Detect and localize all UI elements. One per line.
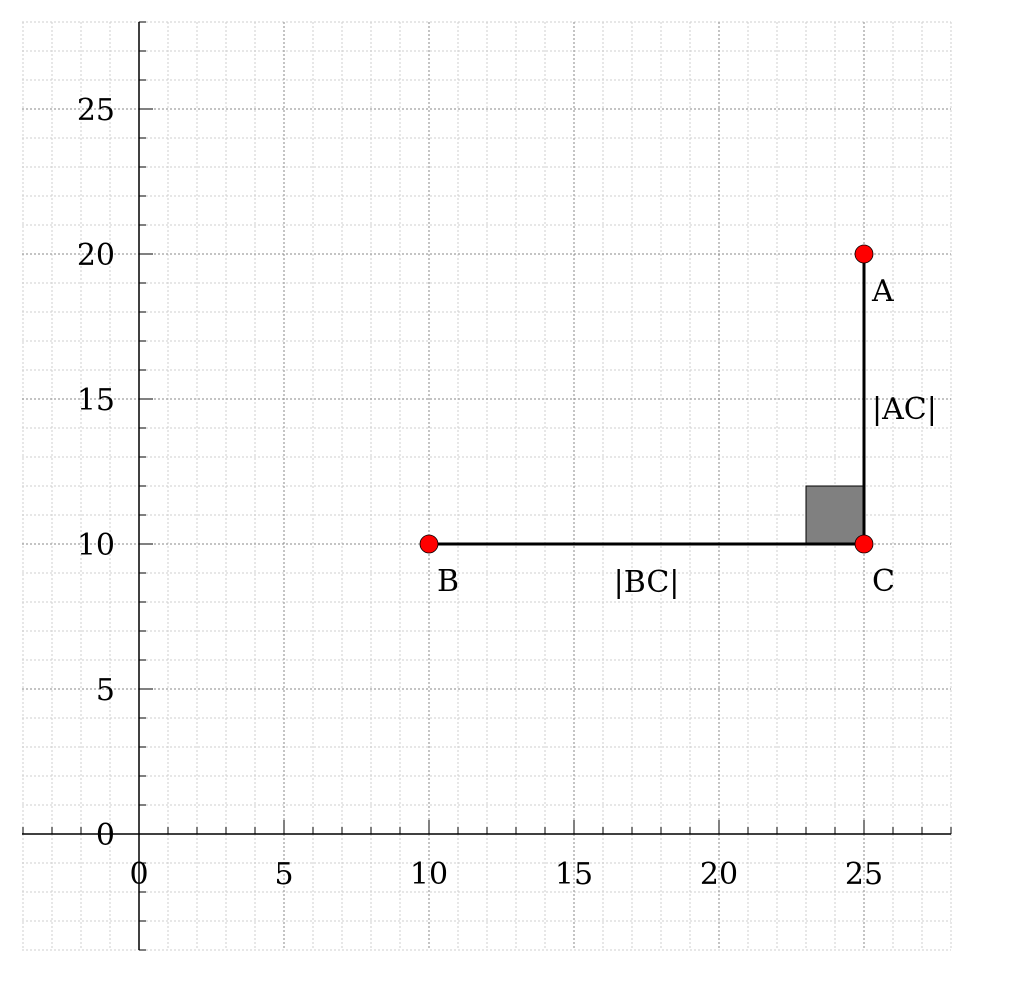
point-label-c: C [872, 564, 895, 599]
y-tick-label-0: 0 [96, 818, 115, 853]
y-tick-label-20: 20 [77, 238, 115, 273]
point-b[interactable] [419, 534, 439, 554]
y-tick-labels: 0 5 10 15 20 25 [77, 93, 115, 853]
right-angle-marker [805, 485, 865, 545]
x-tick-label-10: 10 [410, 857, 448, 892]
x-tick-labels: 0 5 10 15 20 25 [129, 857, 883, 892]
point-label-b: B [437, 564, 459, 599]
y-tick-label-10: 10 [77, 528, 115, 563]
segment-label-bc: |BC| [614, 565, 680, 600]
x-tick-label-0: 0 [129, 857, 148, 892]
x-tick-label-25: 25 [845, 857, 883, 892]
x-tick-label-20: 20 [700, 857, 738, 892]
point-a[interactable] [854, 244, 874, 264]
x-tick-label-5: 5 [274, 857, 293, 892]
point-c[interactable] [854, 534, 874, 554]
segment-label-ac: |AC| [872, 392, 937, 427]
tick-marks [22, 21, 952, 951]
y-tick-label-25: 25 [77, 93, 115, 128]
minor-grid [22, 21, 952, 951]
x-tick-label-15: 15 [555, 857, 593, 892]
y-tick-label-5: 5 [96, 673, 115, 708]
point-label-a: A [871, 274, 894, 309]
y-tick-label-15: 15 [77, 383, 115, 418]
